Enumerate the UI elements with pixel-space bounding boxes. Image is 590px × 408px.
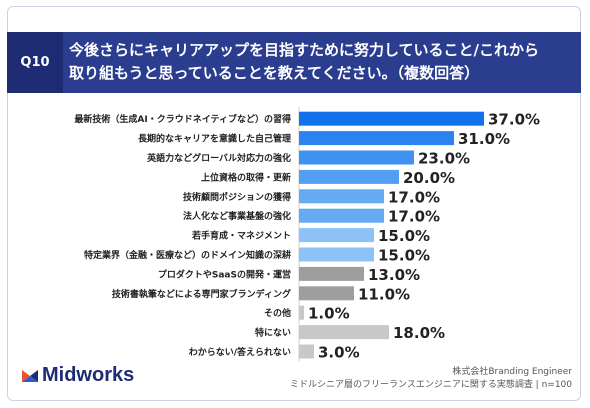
bar <box>299 189 384 204</box>
value-label: 37.0% <box>488 111 540 129</box>
source-company: 株式会社Branding Engineer <box>452 367 572 377</box>
bar <box>299 305 304 320</box>
category-label: 法人化など事業基盤の強化 <box>183 210 291 222</box>
category-label: 若手育成・マネジメント <box>191 230 291 242</box>
bar <box>299 111 484 126</box>
category-label: プロダクトやSaaSの開発・運営 <box>158 268 291 280</box>
bar <box>299 247 374 262</box>
category-label: 技術書執筆などによる専門家ブランディング <box>112 288 291 300</box>
category-label: 特定業界（金融・医療など）のドメイン知識の深耕 <box>84 249 291 261</box>
bar <box>299 344 314 359</box>
value-label: 11.0% <box>358 285 410 303</box>
value-label: 15.0% <box>378 247 430 265</box>
bar <box>299 208 384 223</box>
logo-text: Midworks <box>42 364 135 386</box>
bar <box>299 169 399 184</box>
question-id: Q10 <box>7 32 63 93</box>
value-label: 23.0% <box>418 150 470 168</box>
value-label: 15.0% <box>378 227 430 245</box>
category-label: その他 <box>264 307 291 319</box>
midworks-logo-icon <box>22 369 38 382</box>
question-line-1: 今後さらにキャリアアップを目指すために努力していること/これから <box>69 41 540 59</box>
question-header: Q10 今後さらにキャリアアップを目指すために努力していること/これから 取り組… <box>7 32 581 93</box>
category-label: 特にない <box>255 327 291 339</box>
category-label: 上位資格の取得・更新 <box>201 171 291 183</box>
category-label: 技術顧問ポジションの獲得 <box>183 191 291 203</box>
bar <box>299 150 414 165</box>
source-survey: ミドルシニア層のフリーランスエンジニアに関する実態調査 | n=100 <box>290 380 572 390</box>
value-label: 3.0% <box>318 344 360 362</box>
question-text: 今後さらにキャリアアップを目指すために努力していること/これから 取り組もうと思… <box>69 39 574 85</box>
bar <box>299 131 454 146</box>
value-label: 17.0% <box>388 208 440 226</box>
bar <box>299 325 389 340</box>
category-label: 最新技術（生成AI・クラウドネイティブなど）の習得 <box>74 113 291 125</box>
value-label: 17.0% <box>388 188 440 206</box>
source-note: 株式会社Branding Engineer ミドルシニア層のフリーランスエンジニ… <box>290 366 572 392</box>
question-line-2: 取り組もうと思っていることを教えてください。（複数回答） <box>69 64 480 82</box>
midworks-logo: Midworks <box>22 364 134 387</box>
category-label: 英語力などグローバル対応力の強化 <box>146 152 291 164</box>
category-label: わからない/答えられない <box>189 346 291 358</box>
value-label: 20.0% <box>403 169 455 187</box>
bar <box>299 286 354 301</box>
value-label: 13.0% <box>368 266 420 284</box>
value-label: 18.0% <box>393 324 445 342</box>
value-label: 1.0% <box>308 305 350 323</box>
category-label: 長期的なキャリアを意識した自己管理 <box>138 133 291 145</box>
value-label: 31.0% <box>458 130 510 148</box>
bar <box>299 228 374 243</box>
bar <box>299 266 364 281</box>
